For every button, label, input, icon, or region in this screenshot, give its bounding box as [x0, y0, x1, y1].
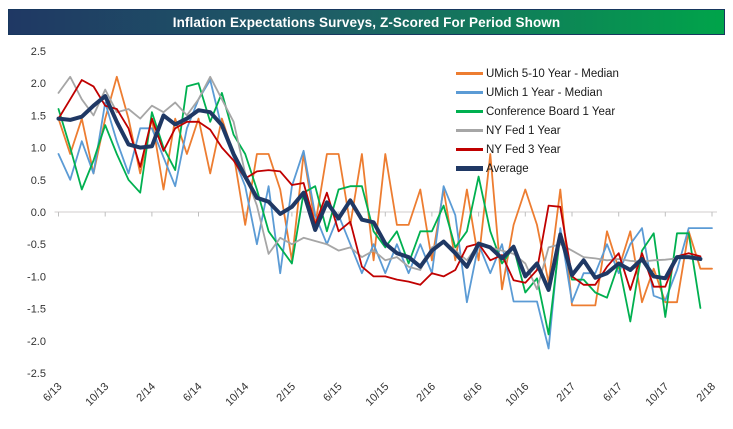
svg-text:2/14: 2/14: [134, 381, 158, 405]
chart-title: Inflation Expectations Surveys, Z-Scored…: [172, 14, 561, 30]
svg-text:1.0: 1.0: [31, 143, 46, 155]
svg-text:10/14: 10/14: [223, 381, 251, 409]
svg-text:-1.5: -1.5: [27, 304, 46, 316]
svg-text:-2.0: -2.0: [27, 336, 46, 348]
svg-text:2/18: 2/18: [694, 381, 718, 405]
legend-item-ny-fed-3-year: NY Fed 3 Year: [456, 140, 619, 159]
svg-text:2/17: 2/17: [554, 381, 578, 405]
chart-legend: UMich 5-10 Year - Median UMich 1 Year - …: [456, 64, 619, 178]
line-swatch-icon: [456, 148, 483, 151]
svg-text:-2.5: -2.5: [27, 368, 46, 380]
svg-text:1.5: 1.5: [31, 110, 46, 122]
svg-text:6/14: 6/14: [181, 381, 205, 405]
svg-text:-1.0: -1.0: [27, 271, 46, 283]
svg-text:2.0: 2.0: [31, 78, 46, 90]
legend-item-ny-fed-1-year: NY Fed 1 Year: [456, 121, 619, 140]
line-swatch-icon: [456, 91, 483, 94]
svg-text:-0.5: -0.5: [27, 239, 46, 251]
svg-text:0.0: 0.0: [31, 207, 46, 219]
line-swatch-icon: [456, 110, 483, 113]
svg-text:6/16: 6/16: [461, 381, 485, 405]
svg-text:6/15: 6/15: [321, 381, 345, 405]
legend-label: NY Fed 1 Year: [486, 124, 561, 137]
legend-label: UMich 5-10 Year - Median: [486, 67, 619, 80]
legend-item-conference-board-1-year: Conference Board 1 Year: [456, 102, 619, 121]
svg-text:2.5: 2.5: [31, 46, 46, 58]
legend-label: UMich 1 Year - Median: [486, 86, 603, 99]
svg-text:10/13: 10/13: [83, 381, 111, 409]
legend-item-umich-5-10-year: UMich 5-10 Year - Median: [456, 64, 619, 83]
legend-label: Average: [486, 162, 529, 175]
svg-text:6/13: 6/13: [41, 381, 65, 405]
legend-item-average: Average: [456, 159, 619, 178]
svg-text:0.5: 0.5: [31, 175, 46, 187]
line-swatch-icon: [456, 72, 483, 75]
chart-title-bar: Inflation Expectations Surveys, Z-Scored…: [8, 9, 725, 35]
svg-text:10/17: 10/17: [643, 381, 671, 409]
svg-text:2/16: 2/16: [414, 381, 438, 405]
legend-label: Conference Board 1 Year: [486, 105, 616, 118]
svg-text:10/16: 10/16: [503, 381, 531, 409]
legend-item-umich-1-year: UMich 1 Year - Median: [456, 83, 619, 102]
legend-label: NY Fed 3 Year: [486, 143, 561, 156]
svg-text:6/17: 6/17: [601, 381, 625, 405]
svg-text:2/15: 2/15: [274, 381, 298, 405]
line-swatch-icon: [456, 166, 483, 171]
svg-text:10/15: 10/15: [363, 381, 391, 409]
line-swatch-icon: [456, 129, 483, 132]
